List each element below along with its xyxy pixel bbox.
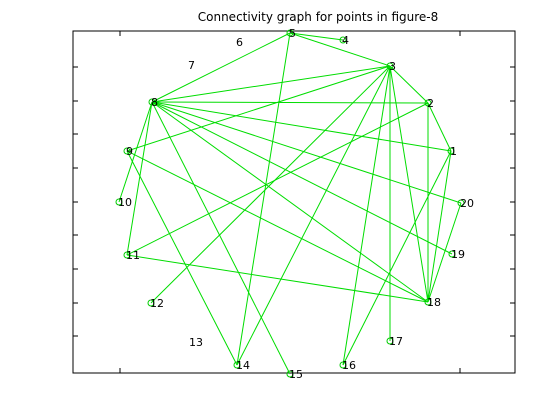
graph-node-5: 5 [286,27,296,40]
graph-edge-8-3 [151,65,391,103]
node-label-8: 8 [151,96,158,109]
node-marker-14 [233,361,241,369]
graph-node-11: 11 [123,249,140,262]
graph-edge-8-5 [151,32,291,103]
node-label-6: 6 [236,36,243,49]
node-label-5: 5 [289,27,296,40]
node-marker-3 [386,62,394,70]
node-label-13: 13 [189,336,203,349]
graph-node-15: 15 [286,368,303,381]
node-marker-8 [148,98,156,106]
graph-edges [118,32,462,375]
graph-node-2: 2 [424,97,434,110]
graph-edge-8-19 [151,101,453,255]
graph-edge-1-16 [342,150,452,366]
graph-node-20: 20 [457,197,474,210]
graph-edge-3-9 [126,65,391,152]
graph-edge-1-18 [427,150,452,303]
graph-edge-5-14 [236,32,291,366]
node-marker-2 [424,99,432,107]
node-marker-5 [286,29,294,37]
node-label-14: 14 [236,359,250,372]
node-marker-15 [286,370,294,378]
graph-node-14: 14 [233,359,250,372]
graph-edge-11-18 [126,254,429,303]
node-label-7: 7 [188,59,195,72]
graph-node-18: 18 [424,296,441,309]
graph-node-12: 12 [147,297,164,310]
node-label-2: 2 [427,97,434,110]
node-marker-11 [123,251,131,259]
node-label-17: 17 [389,335,403,348]
graph-edge-2-1 [427,102,452,152]
graph-edge-2-11 [126,102,429,256]
graph-edge-8-10 [118,101,153,203]
graph-node-17: 17 [386,335,403,348]
node-label-16: 16 [342,359,356,372]
graph-node-13: 13 [189,336,203,349]
node-marker-17 [386,337,394,345]
graph-node-10: 10 [115,196,132,209]
node-label-1: 1 [450,145,457,158]
graph-node-16: 16 [339,359,356,372]
axis-ticks [73,31,515,373]
node-label-11: 11 [126,249,140,262]
node-label-20: 20 [460,197,474,210]
graph-node-6: 6 [236,36,243,49]
node-label-19: 19 [451,248,465,261]
graph-edge-8-11 [126,101,153,256]
node-marker-9 [123,147,131,155]
graph-node-3: 3 [386,60,396,73]
graph-edge-3-14 [236,65,391,366]
graph-edge-3-18 [389,65,429,303]
graph-edge-3-2 [389,65,429,104]
node-marker-4 [339,36,347,44]
node-label-15: 15 [289,368,303,381]
graph-node-1: 1 [447,145,457,158]
node-marker-1 [447,147,455,155]
graph-edge-9-14 [126,150,238,366]
graph-edge-5-3 [289,32,391,67]
graph-edge-3-12 [150,65,391,304]
graph-edge-8-1 [151,101,452,152]
graph-edge-5-4 [289,32,344,41]
graph-node-19: 19 [448,248,465,261]
figure-title: Connectivity graph for points in figure-… [198,10,439,24]
node-label-18: 18 [427,296,441,309]
node-marker-16 [339,361,347,369]
graph-node-7: 7 [188,59,195,72]
node-marker-18 [424,298,432,306]
graph-edge-8-2 [151,101,429,104]
node-label-3: 3 [389,60,396,73]
graph-edge-3-16 [342,65,391,366]
node-marker-20 [457,199,465,207]
graph-edge-8-15 [151,101,291,375]
node-label-9: 9 [126,145,133,158]
graph-edge-20-18 [427,202,462,303]
node-marker-10 [115,198,123,206]
node-marker-12 [147,299,155,307]
node-label-4: 4 [342,34,349,47]
node-label-10: 10 [118,196,132,209]
node-label-12: 12 [150,297,164,310]
graph-node-8: 8 [148,96,158,109]
node-marker-19 [448,250,456,258]
graph-node-9: 9 [123,145,133,158]
graph-edge-8-18 [151,101,429,303]
graph-node-4: 4 [339,34,349,47]
plot-axes [72,30,516,374]
graph-edge-9-18 [126,150,429,303]
